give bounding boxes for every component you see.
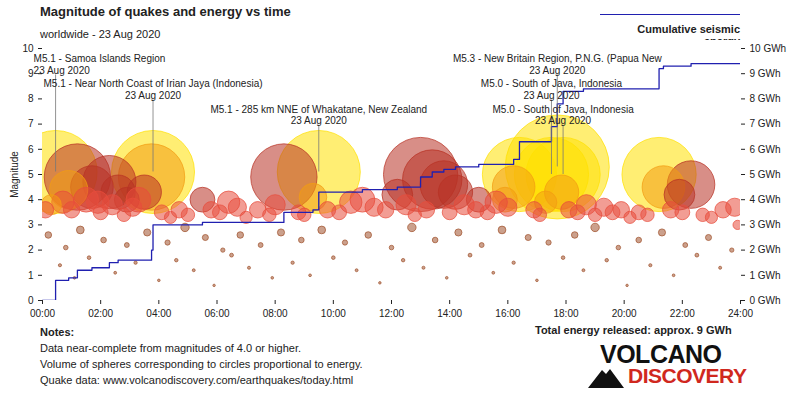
svg-text:06:00: 06:00 [204,308,229,319]
html-text:Magnitude of quakes and energy: Magnitude of quakes and energy vs time [40,4,291,19]
svg-text:4: 4 [28,194,34,205]
svg-text:0: 0 [28,295,34,306]
svg-text:6: 6 [28,144,34,155]
svg-text:10:00: 10:00 [321,308,346,319]
svg-text:2 GWh: 2 GWh [750,244,781,255]
svg-text:0 GWh: 0 GWh [750,295,781,306]
svg-text:M5.1 - Near North Coast of Iri: M5.1 - Near North Coast of Irian Jaya (I… [44,78,263,101]
svg-text:1 GWh: 1 GWh [750,270,781,281]
svg-text:M5.3 - New Britain Region, P.N: M5.3 - New Britain Region, P.N.G. (Papua… [453,53,663,75]
html-text:Volume of spheres correspondin: Volume of spheres corresponding to circl… [40,358,363,370]
svg-text:3: 3 [28,219,34,230]
svg-text:7 GWh: 7 GWh [750,118,781,129]
svg-text:20:00: 20:00 [612,308,637,319]
svg-text:Magnitude: Magnitude [9,151,20,198]
svg-text:12:00: 12:00 [379,308,404,319]
svg-text:22:00: 22:00 [670,308,695,319]
svg-text:5 GWh: 5 GWh [750,169,781,180]
html-text:DISCOVERY: DISCOVERY [628,364,747,387]
svg-text:10: 10 [22,43,34,54]
svg-text:5: 5 [28,169,34,180]
svg-text:8 GWh: 8 GWh [750,93,781,104]
svg-text:8: 8 [28,93,34,104]
svg-text:08:00: 08:00 [263,308,288,319]
svg-text:2: 2 [28,244,34,255]
svg-text:6 GWh: 6 GWh [750,144,781,155]
html-text:Quake data: www.volcanodiscove: Quake data: www.volcanodiscovery.com/ear… [40,374,354,386]
html-text:Total energy released: approx.: Total energy released: approx. 9 GWh [535,324,732,336]
svg-text:M5.0 - South of Java, Indonesi: M5.0 - South of Java, Indonesia23 Aug 20… [481,78,623,101]
svg-text:M5.1 - 285 km NNE of Whakatane: M5.1 - 285 km NNE of Whakatane, New Zeal… [210,104,427,127]
svg-text:M5.1 - Samoa Islands Region23: M5.1 - Samoa Islands Region23 Aug 2020 [34,53,166,75]
svg-text:4 GWh: 4 GWh [750,194,781,205]
svg-text:1: 1 [28,270,34,281]
svg-text:7: 7 [28,118,34,129]
html-text:Cumulative seismic energy: Cumulative seismic energy [637,23,740,47]
svg-text:14:00: 14:00 [437,308,462,319]
svg-text:24:00: 24:00 [728,308,753,319]
svg-text:18:00: 18:00 [553,308,578,319]
html-text:Data near-complete from magnit: Data near-complete from magnitudes of 4.… [40,342,302,354]
svg-text:10 GWh: 10 GWh [750,43,787,54]
svg-text:3 GWh: 3 GWh [750,219,781,230]
svg-text:04:00: 04:00 [146,308,171,319]
svg-text:9: 9 [28,68,34,79]
html-text:Notes:: Notes: [40,326,75,338]
svg-text:00:00: 00:00 [30,308,55,319]
html-text:VOLCANO: VOLCANO [600,340,722,368]
svg-text:16:00: 16:00 [495,308,520,319]
svg-text:M5.0 - South of Java, Indonesi: M5.0 - South of Java, Indonesia23 Aug 20… [492,104,634,127]
html-text:worldwide - 23 Aug 2020: worldwide - 23 Aug 2020 [40,28,161,40]
svg-text:02:00: 02:00 [88,308,113,319]
svg-text:9 GWh: 9 GWh [750,68,781,79]
